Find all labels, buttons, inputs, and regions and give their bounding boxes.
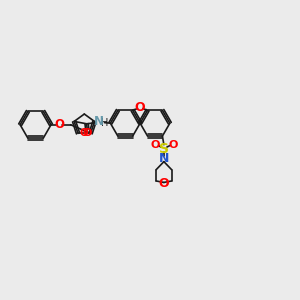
Text: N: N bbox=[159, 152, 169, 166]
Text: O: O bbox=[168, 140, 178, 150]
Text: O: O bbox=[159, 177, 169, 190]
Text: H: H bbox=[101, 118, 108, 128]
Text: S: S bbox=[159, 142, 169, 156]
Text: O: O bbox=[80, 128, 89, 138]
Text: O: O bbox=[54, 118, 64, 131]
Text: O: O bbox=[82, 128, 92, 138]
Text: N: N bbox=[94, 115, 103, 128]
Text: O: O bbox=[151, 140, 160, 150]
Text: O: O bbox=[135, 101, 146, 114]
